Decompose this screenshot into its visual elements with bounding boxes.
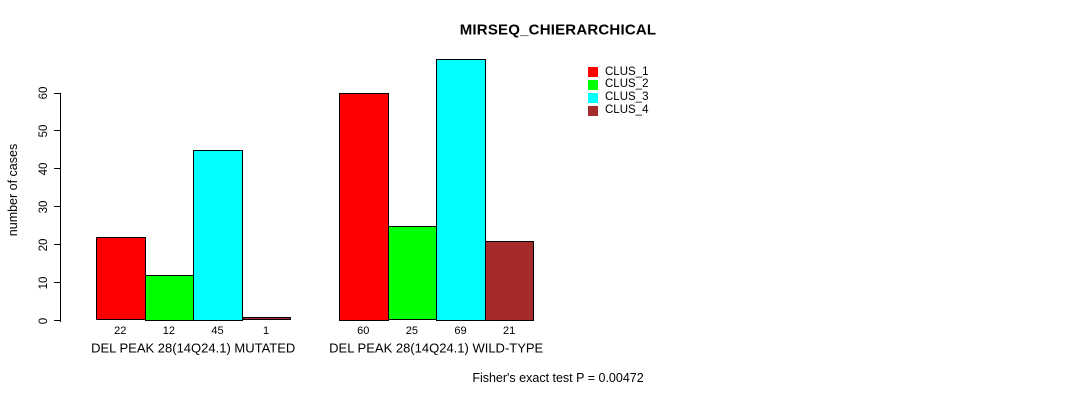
legend-swatch [588,80,598,91]
category-label: DEL PEAK 28(14Q24.1) WILD-TYPE [329,340,544,355]
y-tick-label: 40 [38,162,50,176]
y-axis-tick [53,206,60,208]
y-axis-tick [53,130,60,132]
bar-clus_2-group2 [387,225,438,321]
bar-value-label: 22 [114,324,127,337]
bar-value-label: 1 [263,324,270,337]
y-tick-label: 20 [38,238,50,252]
y-tick-label: 30 [38,200,50,214]
bar-value-label: 69 [454,324,467,337]
y-axis-tick [53,320,60,321]
legend-swatch [588,92,598,103]
y-axis-tick [53,168,60,170]
bar-value-label: 12 [162,324,176,337]
legend-swatch [588,105,598,116]
bar-value-label: 21 [502,324,516,337]
bar-clus_2-group1 [144,275,195,321]
annotation-text: Fisher's exact test P = 0.00472 [472,371,644,385]
legend-label: CLUS_4 [605,104,649,117]
category-label: DEL PEAK 28(14Q24.1) MUTATED [91,340,296,355]
y-tick-label: 10 [38,276,50,289]
chart-title: MIRSEQ_CHIERARCHICAL [459,21,657,39]
y-tick-label: 50 [38,124,50,138]
legend-item: CLUS_1 [588,66,648,79]
bar-clus_4-group1 [241,316,292,321]
y-axis-tick [53,244,60,246]
bar-clus_1-group1 [96,237,146,321]
y-tick-label: 0 [38,317,50,324]
bar-clus_1-group2 [339,93,389,321]
legend-label: CLUS_2 [605,78,649,91]
bar-clus_4-group2 [484,240,535,321]
bar-clus_3-group2 [436,58,486,321]
legend-item: CLUS_3 [588,92,648,105]
legend-item: CLUS_2 [588,79,648,92]
legend: CLUS_1 CLUS_2 CLUS_3 CLUS_4 [588,66,648,117]
legend-swatch [588,67,598,78]
y-axis-line [59,93,61,322]
bar-value-label: 60 [357,324,370,337]
legend-label: CLUS_1 [605,65,649,78]
y-axis-tick [53,92,60,94]
bar-value-label: 25 [405,324,419,337]
legend-label: CLUS_3 [605,91,649,104]
legend-item: CLUS_4 [588,104,648,117]
bar-value-label: 45 [211,324,224,337]
y-axis-tick [53,282,60,284]
bar-clus_3-group1 [193,149,243,321]
y-tick-label: 60 [38,86,50,100]
